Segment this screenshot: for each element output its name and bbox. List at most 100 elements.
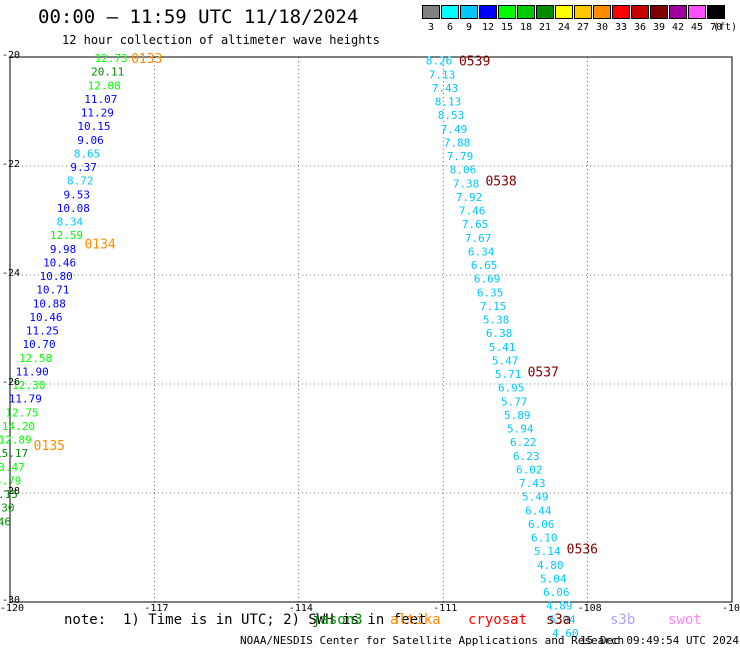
swh-value: 9.06 <box>77 134 104 147</box>
swh-value: 13.47 <box>0 461 25 474</box>
swh-value: 5.04 <box>540 572 567 585</box>
latitude-label: -22 <box>2 159 21 170</box>
swh-value: 4.89 <box>546 600 573 613</box>
satellite-name: s3a <box>546 612 572 628</box>
legend-swatch <box>422 5 440 19</box>
swh-value: 8.13 <box>435 96 462 109</box>
legend-swatch <box>479 5 497 19</box>
satellite-name: swot <box>668 612 702 628</box>
swh-value: 6.38 <box>486 327 513 340</box>
pass-time-label: 0133 <box>131 52 162 67</box>
swh-value: 6.35 <box>477 286 504 299</box>
swh-value: 6.02 <box>516 463 543 476</box>
longitude-label: -108 <box>577 603 602 614</box>
legend-swatch <box>517 5 535 19</box>
satellite-tracks: 12.7320.1112.0811.0711.2910.159.068.659.… <box>0 52 598 640</box>
swh-value: 8.53 <box>438 109 465 122</box>
swh-value: 10.70 <box>22 338 55 351</box>
legend-swatch <box>669 5 687 19</box>
swh-value: 6.06 <box>543 586 570 599</box>
pass-time-label: 0134 <box>84 237 115 252</box>
legend-swatch <box>593 5 611 19</box>
swh-value: 7.79 <box>447 150 474 163</box>
legend-swatch <box>631 5 649 19</box>
swh-value: 8.34 <box>57 216 84 229</box>
legend-label: 6 <box>446 22 454 33</box>
swh-value: 6.44 <box>525 504 552 517</box>
legend-swatch <box>555 5 573 19</box>
legend-swatch <box>574 5 592 19</box>
longitude-label: -117 <box>144 603 169 614</box>
latitude-label: -26 <box>2 377 21 388</box>
swh-value: 6.22 <box>510 436 537 449</box>
swh-value: 7.49 <box>441 123 468 136</box>
swh-value: 10.08 <box>57 202 90 215</box>
legend-label: 3 <box>427 22 435 33</box>
map-frame <box>9 56 733 603</box>
longitude-label: -105 <box>722 603 740 614</box>
map-grid <box>9 56 733 603</box>
swh-value: 5.04 <box>549 613 576 626</box>
swh-value: 12.73 <box>95 52 128 65</box>
swh-value: 7.88 <box>444 136 471 149</box>
swh-value: 5.89 <box>504 409 531 422</box>
swh-value: 12.30 <box>12 379 45 392</box>
swh-value: 11.07 <box>84 93 117 106</box>
swh-value: 7.43 <box>519 477 546 490</box>
legend-swatch <box>707 5 725 19</box>
legend-label: 70 <box>709 22 723 33</box>
pass-time-label: 0536 <box>567 543 598 558</box>
swh-value: 12.58 <box>19 352 52 365</box>
pass-time-label: 0539 <box>459 55 490 70</box>
legend-label: 39 <box>652 22 666 33</box>
swh-value: 12.59 <box>50 229 83 242</box>
latitude-label: -28 <box>2 486 21 497</box>
legend-unit: (ft) <box>712 22 738 33</box>
legend-swatch <box>612 5 630 19</box>
swh-value: 6.95 <box>498 382 525 395</box>
swh-value: 5.47 <box>492 354 519 367</box>
swh-value: 9.98 <box>50 243 77 256</box>
page-title: 00:00 — 11:59 UTC 11/18/2024 <box>38 6 359 28</box>
swh-value: 7.15 <box>480 300 507 313</box>
swh-value: 6.06 <box>528 518 555 531</box>
swh-value: 7.92 <box>456 191 483 204</box>
swh-value: 6.10 <box>531 532 558 545</box>
latitude-label: -20 <box>2 50 21 61</box>
latitude-label: -24 <box>2 268 21 279</box>
swh-value: 8.26 <box>426 55 453 68</box>
pass-time-label: 0135 <box>34 439 65 454</box>
swh-value: 8.72 <box>67 175 94 188</box>
swh-value: 14.20 <box>2 420 35 433</box>
legend-swatch <box>460 5 478 19</box>
legend-label: 18 <box>519 22 533 33</box>
swh-value: 10.15 <box>77 120 110 133</box>
pass-time-label: 0538 <box>485 175 516 190</box>
legend-label: 33 <box>614 22 628 33</box>
swh-value: 11.90 <box>16 365 49 378</box>
legend-swatch <box>650 5 668 19</box>
swh-value: 7.46 <box>459 205 486 218</box>
footer-note: note: 1) Time is in UTC; 2) SWH is in fe… <box>64 612 427 628</box>
swh-value: 10.46 <box>29 311 62 324</box>
swh-value: 14.79 <box>0 474 21 487</box>
legend-swatch <box>498 5 516 19</box>
satellite-name: cryosat <box>468 612 528 628</box>
longitude-label: -111 <box>433 603 458 614</box>
swh-value: 7.13 <box>429 68 456 81</box>
swh-value: 5.38 <box>483 314 510 327</box>
longitude-label: -114 <box>288 603 313 614</box>
timestamp: 15 Dec 09:49:54 UTC 2024 <box>580 634 739 647</box>
page-subtitle: 12 hour collection of altimeter wave hei… <box>62 33 380 47</box>
swh-value: 11.29 <box>81 107 114 120</box>
legend-label: 24 <box>557 22 571 33</box>
swh-value: 10.46 <box>43 256 76 269</box>
satellite-name: s3b <box>610 612 636 628</box>
swh-value: 12.08 <box>88 79 121 92</box>
swh-value: 16.15 <box>0 488 18 501</box>
legend-label: 30 <box>595 22 609 33</box>
legend-swatch <box>536 5 554 19</box>
legend-label: 12 <box>481 22 495 33</box>
legend-swatch <box>688 5 706 19</box>
